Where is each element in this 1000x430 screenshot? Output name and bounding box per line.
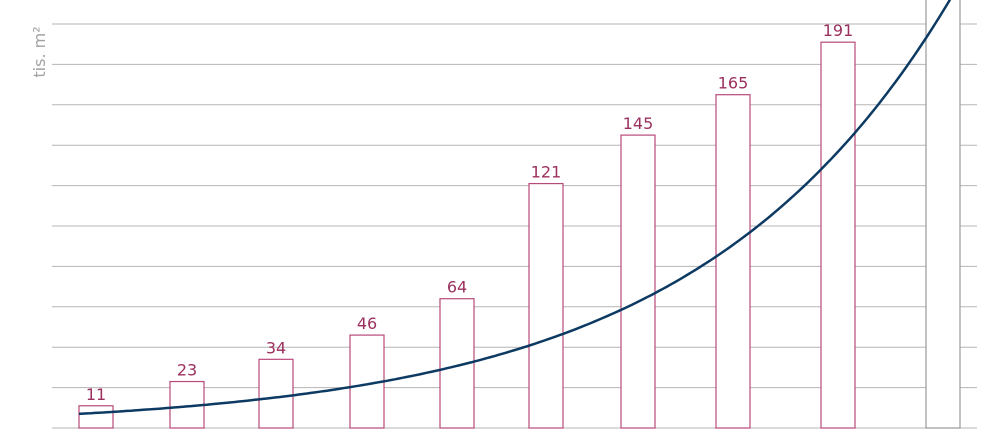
- bar-value-label: 34: [266, 338, 286, 357]
- bar-partial: [925, 0, 961, 429]
- bar-labels: 11 23 34 46 64 121 145 165 191: [86, 21, 853, 404]
- bar: [620, 134, 656, 429]
- bar-value-label: 46: [357, 314, 377, 333]
- bar-value-label: 145: [623, 114, 654, 133]
- bar: [715, 94, 751, 429]
- bar-value-label: 11: [86, 385, 106, 404]
- y-axis-label: tis. m²: [30, 26, 49, 77]
- bar: [820, 41, 856, 429]
- bar-value-label: 23: [177, 361, 197, 380]
- bar: [528, 182, 564, 429]
- trend-line: [78, 0, 952, 416]
- bar: [258, 358, 294, 429]
- bar-value-label: 165: [718, 74, 749, 93]
- bar-value-label: 191: [823, 21, 854, 40]
- bar: [78, 405, 114, 429]
- bar-value-label: 64: [447, 278, 467, 297]
- bar-value-label: 121: [531, 163, 562, 182]
- bars: [78, 0, 961, 429]
